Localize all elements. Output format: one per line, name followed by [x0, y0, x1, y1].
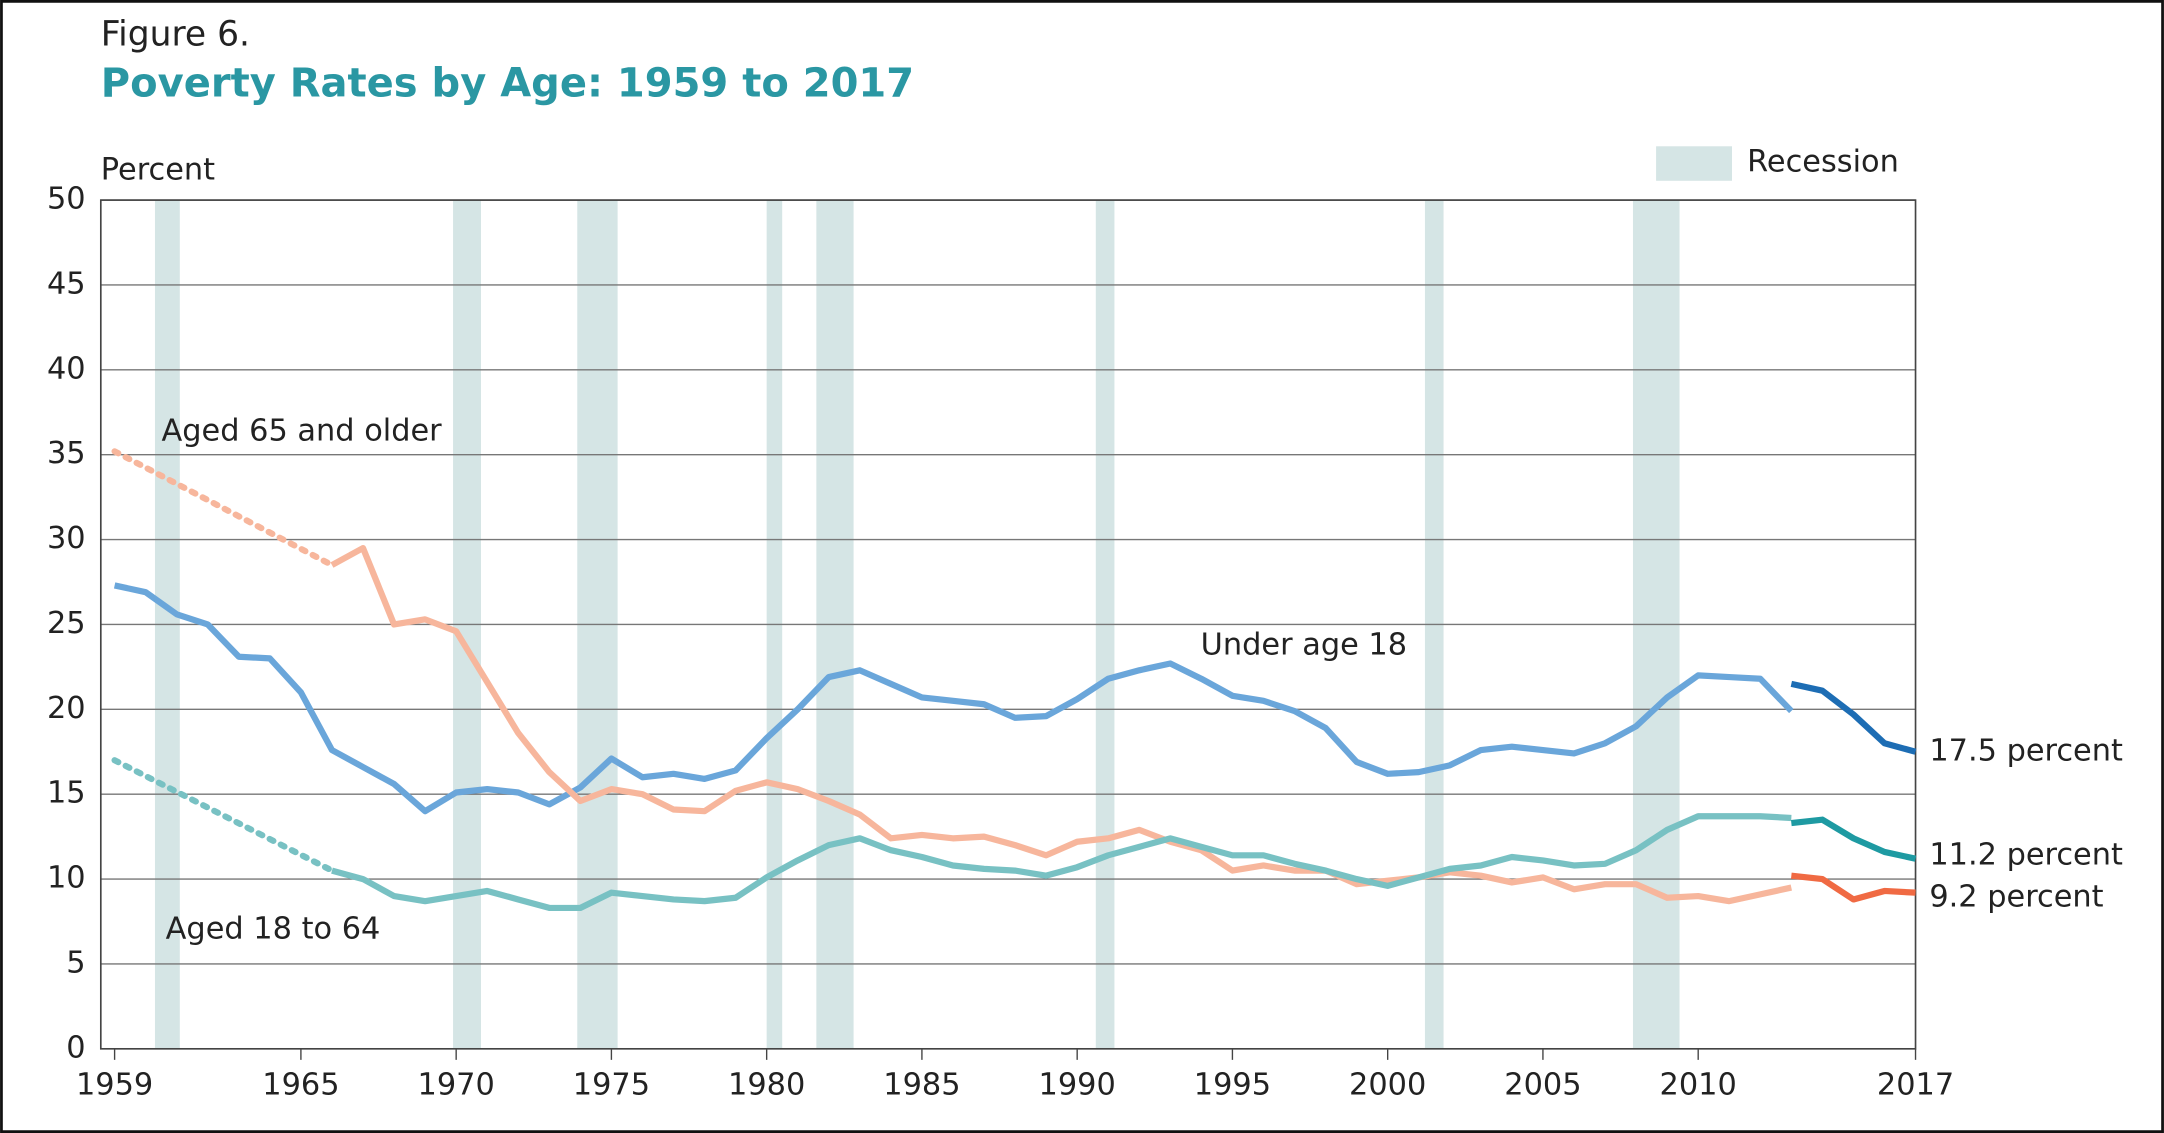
end-label: 11.2 percent [1929, 837, 2123, 872]
series-line [111, 448, 336, 569]
series-line [111, 757, 336, 874]
y-tick-label: 45 [47, 266, 86, 301]
series-line [1790, 872, 1916, 903]
x-tick-label: 1980 [728, 1068, 805, 1103]
series-line [1790, 816, 1917, 862]
chart-title: Poverty Rates by Age: 1959 to 2017 [101, 61, 914, 107]
x-tick-label: 2000 [1349, 1068, 1426, 1103]
x-tick-label: 1959 [76, 1068, 153, 1103]
series-label: Aged 18 to 64 [166, 912, 381, 947]
x-tick-label: 2017 [1877, 1068, 1954, 1103]
series-line [1790, 680, 1917, 755]
x-tick-label: 1975 [573, 1068, 650, 1103]
y-tick-label: 5 [66, 945, 85, 980]
y-tick-label: 10 [47, 861, 86, 896]
x-tick-label: 1985 [883, 1068, 960, 1103]
y-tick-label: 20 [47, 691, 86, 726]
legend-swatch [1656, 146, 1732, 181]
series-line [331, 813, 1792, 912]
y-tick-label: 40 [47, 351, 86, 386]
x-tick-label: 1970 [418, 1068, 495, 1103]
x-tick-label: 1995 [1194, 1068, 1271, 1103]
series-label: Under age 18 [1201, 627, 1407, 662]
y-tick-label: 0 [66, 1030, 85, 1065]
legend-label: Recession [1747, 144, 1899, 179]
y-tick-label: 15 [47, 776, 86, 811]
x-tick-label: 1990 [1039, 1068, 1116, 1103]
y-tick-label: 25 [47, 606, 86, 641]
figure-label: Figure 6. [101, 14, 250, 54]
x-tick-label: 2005 [1504, 1068, 1581, 1103]
series-label: Aged 65 and older [162, 413, 443, 448]
series-line [330, 544, 1792, 905]
y-tick-label: 50 [47, 182, 86, 217]
end-label: 9.2 percent [1929, 880, 2103, 915]
y-tick-label: 30 [47, 521, 86, 556]
series-line [113, 582, 1794, 815]
y-tick-label: 35 [47, 436, 86, 471]
end-label: 17.5 percent [1929, 733, 2123, 768]
y-axis-label: Percent [101, 153, 215, 188]
plot-frame [99, 199, 1917, 1050]
x-tick-label: 1965 [262, 1068, 339, 1103]
x-tick-label: 2010 [1660, 1068, 1737, 1103]
